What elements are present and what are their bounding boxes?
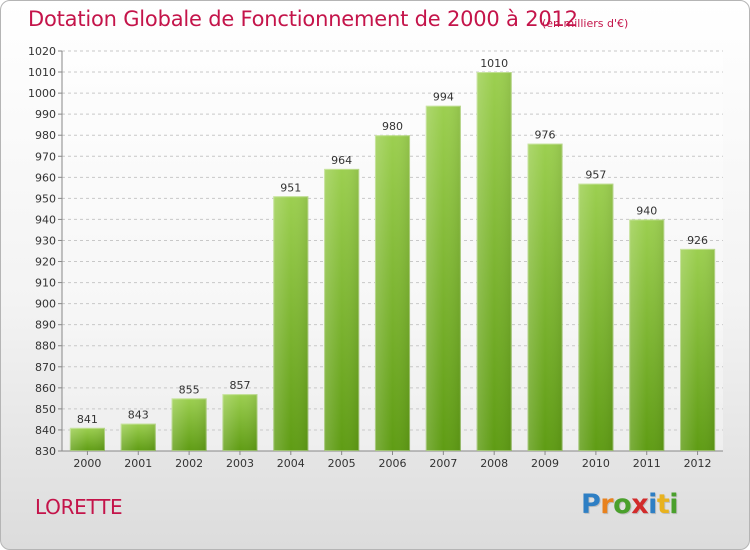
logo-letter: i	[648, 489, 657, 520]
x-tick-label: 2003	[226, 457, 254, 470]
bar-shade	[69, 427, 105, 451]
y-tick-label: 900	[35, 298, 56, 311]
bar-shade	[222, 394, 258, 451]
bar-shade	[324, 168, 360, 452]
bar-value-label: 994	[433, 91, 454, 104]
y-tick-label: 950	[35, 192, 56, 205]
bar-group	[222, 394, 258, 452]
x-tick-label: 2009	[531, 457, 559, 470]
bar-shade	[273, 196, 309, 451]
x-tick-label: 2008	[480, 457, 508, 470]
bar-group	[374, 135, 411, 452]
x-tick-label: 2002	[175, 457, 203, 470]
chart-title: Dotation Globale de Fonctionnement de 20…	[28, 7, 578, 31]
commune-name: LORETTE	[35, 495, 123, 519]
bar-group	[629, 219, 665, 451]
logo-letter: P	[581, 489, 601, 520]
y-tick-label: 910	[35, 277, 56, 290]
bar-shade	[374, 135, 411, 452]
bar-value-label: 964	[331, 154, 352, 167]
y-tick-label: 890	[35, 319, 56, 332]
bar-group	[578, 183, 614, 451]
bar-highlight	[324, 168, 360, 451]
chart-unit: (en milliers d'€)	[542, 17, 629, 30]
y-tick-label: 990	[35, 108, 56, 121]
bar-value-label: 843	[128, 409, 149, 422]
y-tick-label: 870	[35, 361, 56, 374]
y-tick-label: 980	[35, 129, 56, 142]
x-tick-label: 2004	[277, 457, 305, 470]
x-tick-label: 2005	[328, 457, 356, 470]
y-tick-label: 1010	[28, 66, 56, 79]
bar-shade	[120, 423, 156, 451]
bar-group	[120, 423, 156, 452]
y-tick-label: 940	[35, 213, 56, 226]
y-tick-label: 1000	[28, 87, 56, 100]
bar-shade	[527, 143, 563, 451]
y-tick-label: 880	[35, 340, 56, 353]
bar-shade	[425, 105, 461, 451]
bar-value-label: 976	[535, 129, 556, 142]
x-tick-label: 2011	[633, 457, 661, 470]
bar-shade	[629, 219, 665, 451]
bar-group	[425, 105, 461, 451]
bar-value-label: 926	[687, 234, 708, 247]
bar-highlight	[273, 196, 309, 451]
y-tick-label: 970	[35, 150, 56, 163]
bar-value-label: 951	[280, 181, 301, 194]
y-tick-label: 850	[35, 403, 56, 416]
bar-highlight	[69, 427, 105, 451]
bar-highlight	[222, 394, 258, 452]
logo-letter: i	[669, 489, 679, 520]
bar-highlight	[527, 143, 563, 451]
bar-group	[324, 168, 360, 452]
bar-highlight	[374, 135, 411, 451]
y-tick-label: 860	[35, 382, 56, 395]
bar-highlight	[629, 219, 665, 451]
bar-highlight	[120, 423, 156, 452]
bar-group	[476, 72, 512, 451]
bar-highlight	[476, 72, 512, 451]
bar-value-label: 940	[636, 204, 657, 217]
bar-value-label: 980	[382, 120, 403, 133]
y-tick-label: 830	[35, 445, 56, 458]
bar-highlight	[425, 105, 461, 451]
logo-letter: r	[600, 489, 614, 520]
bar-shade	[171, 398, 207, 451]
x-tick-label: 2006	[379, 457, 407, 470]
y-tick-label: 1020	[28, 45, 56, 58]
bar-value-label: 1010	[480, 57, 508, 70]
bar-value-label: 957	[585, 169, 606, 182]
logo-letter: o	[613, 489, 632, 520]
y-tick-label: 840	[35, 424, 56, 437]
x-tick-label: 2012	[684, 457, 712, 470]
bar-value-label: 857	[229, 379, 250, 392]
bar-group	[171, 398, 207, 451]
y-tick-label: 920	[35, 256, 56, 269]
bar-value-label: 841	[77, 413, 98, 426]
x-tick-label: 2007	[429, 457, 457, 470]
bar-highlight	[680, 248, 716, 451]
x-tick-label: 2000	[73, 457, 101, 470]
bar-shade	[578, 183, 614, 451]
y-tick-label: 960	[35, 171, 56, 184]
bar-group	[69, 427, 105, 451]
y-tick-label: 930	[35, 234, 56, 247]
bar-value-label: 855	[179, 383, 200, 396]
bar-shade	[680, 248, 716, 451]
x-tick-label: 2001	[124, 457, 152, 470]
x-tick-label: 2010	[582, 457, 610, 470]
bar-highlight	[171, 398, 207, 451]
proxiti-logo[interactable]: Proxiti	[581, 489, 679, 520]
bar-highlight	[578, 183, 614, 451]
bar-group	[273, 196, 309, 451]
bar-group	[680, 248, 716, 451]
logo-letter: t	[656, 489, 670, 520]
logo-letter: x	[631, 489, 649, 520]
bar-shade	[476, 72, 512, 451]
bar-group	[527, 143, 563, 451]
